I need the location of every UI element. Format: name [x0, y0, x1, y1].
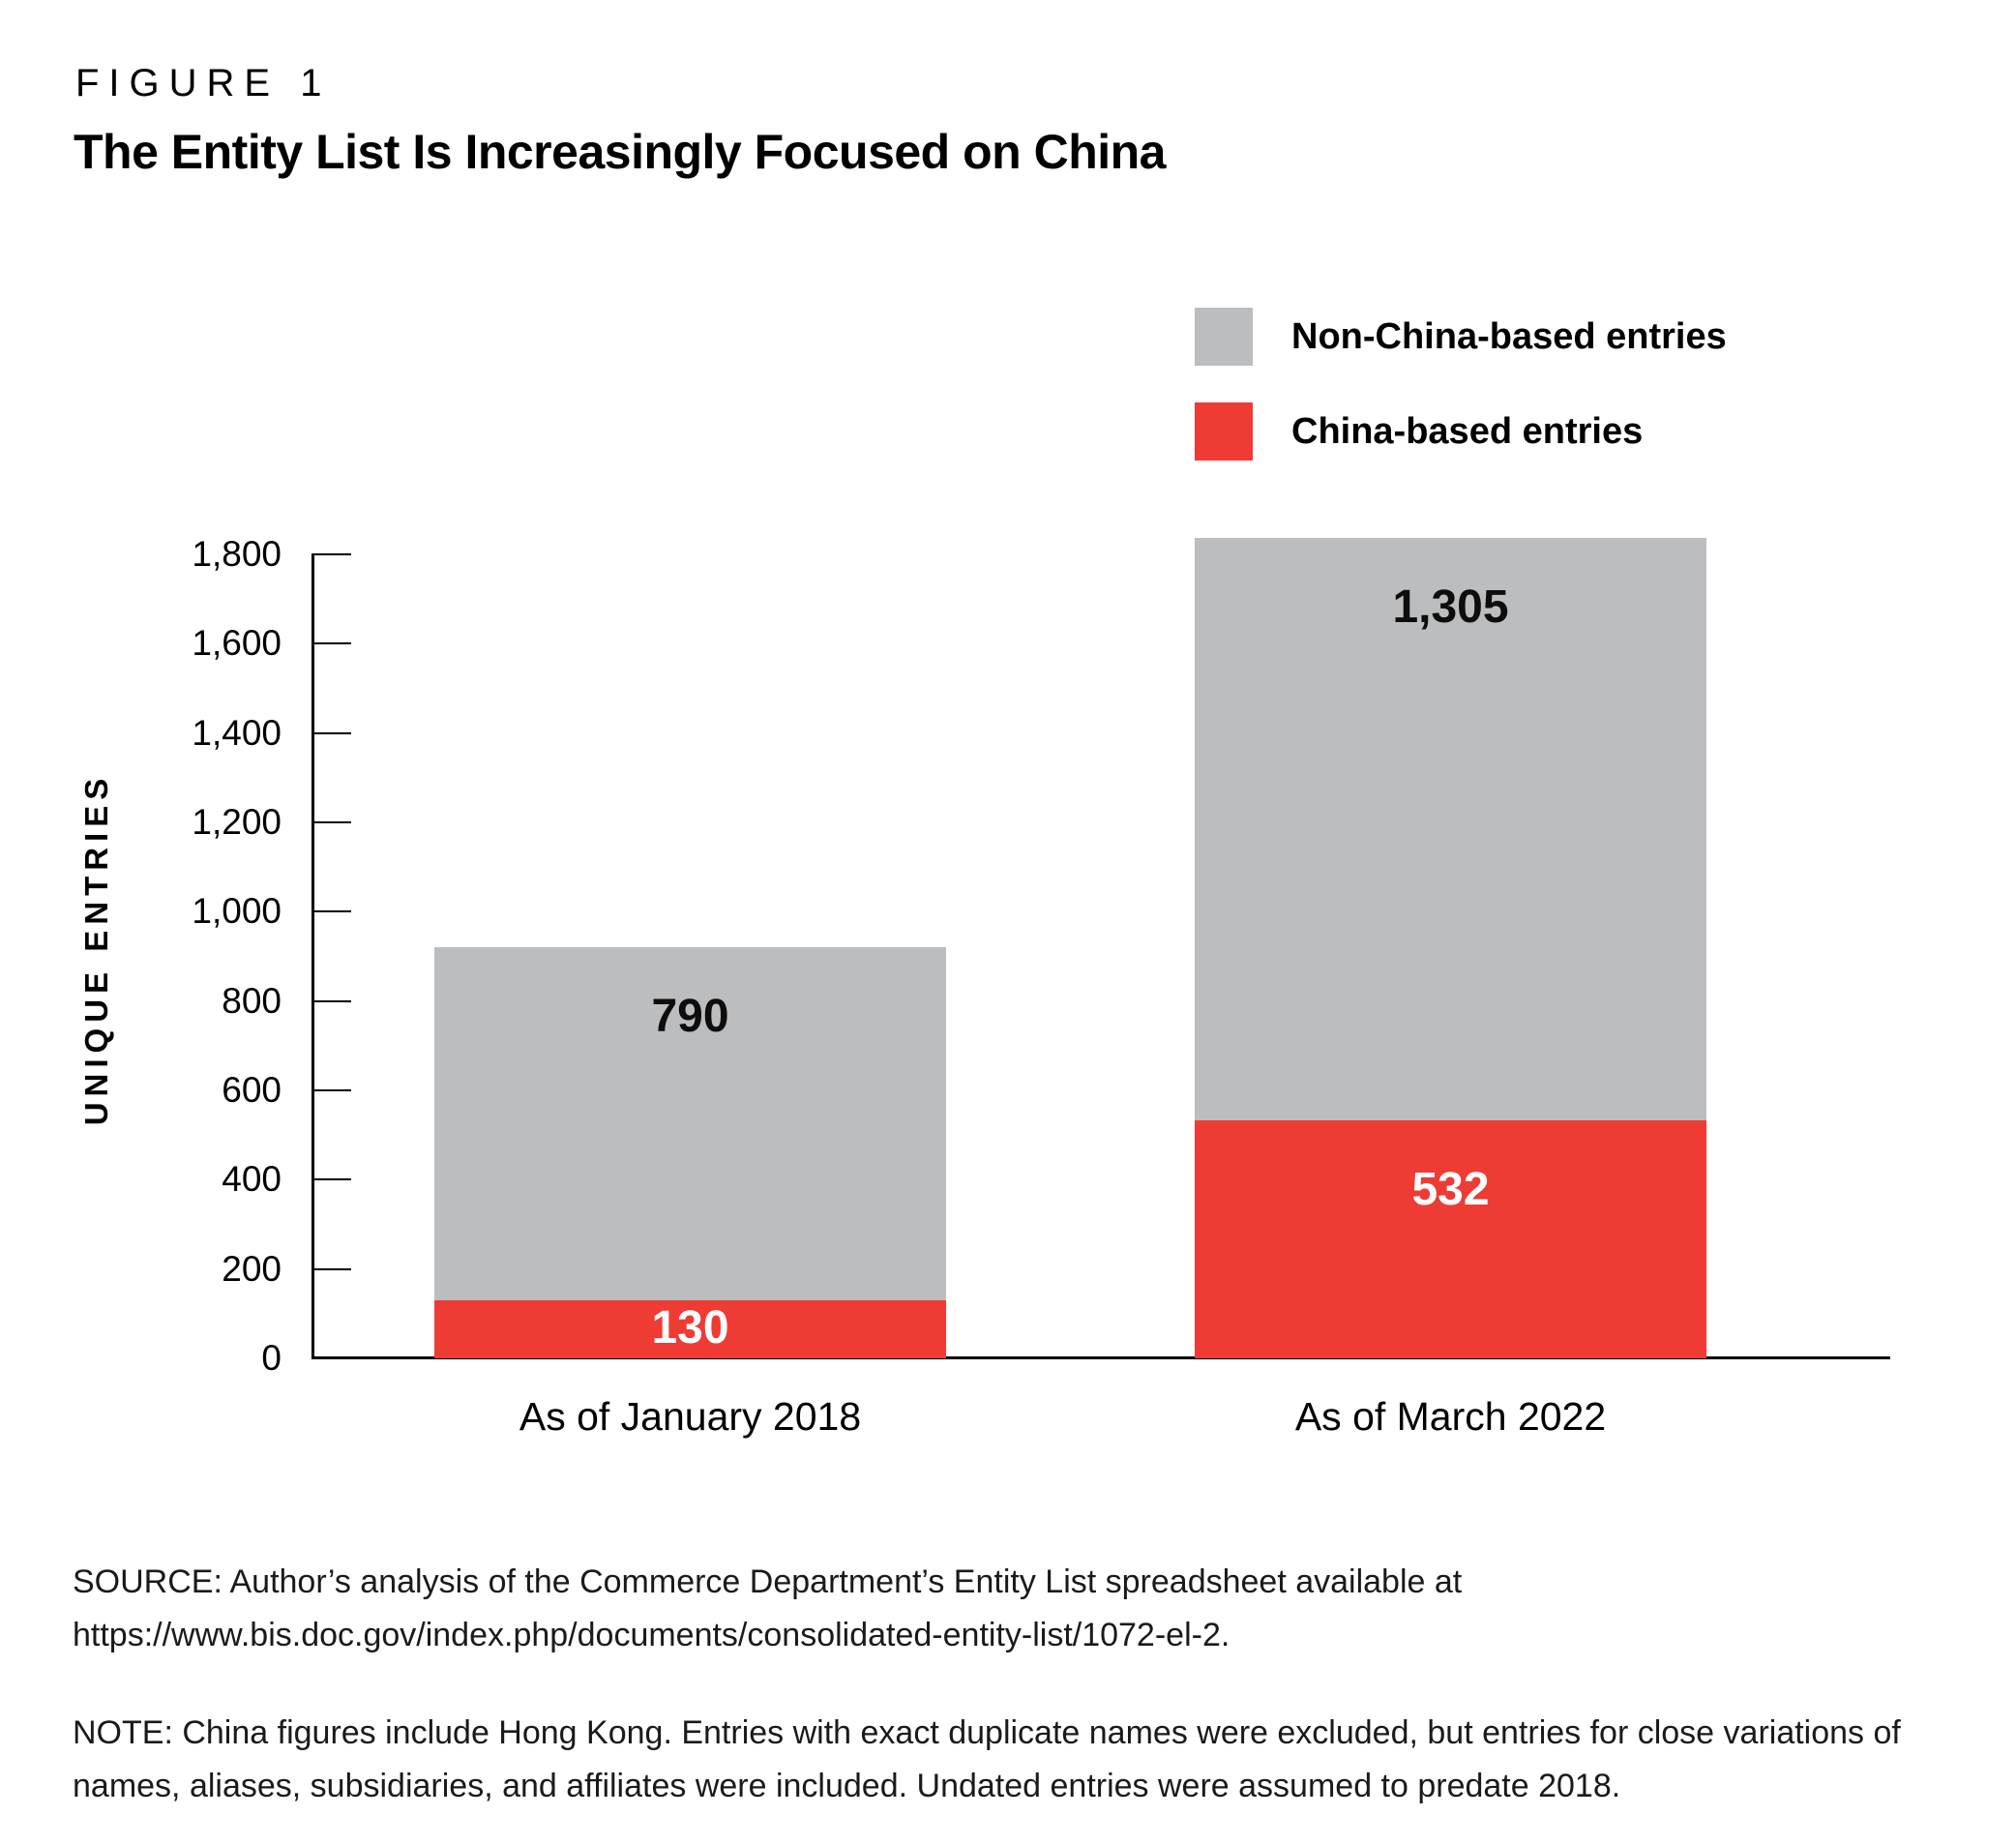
legend-label: China-based entries	[1291, 410, 1644, 452]
bar-jan-2018: 130 790	[434, 947, 946, 1358]
bar-segment: 532	[1195, 1120, 1706, 1358]
y-tick-mark	[311, 1267, 351, 1270]
y-tick-label: 1,800	[192, 534, 282, 574]
y-tick-mark	[311, 731, 351, 734]
bar-segment: 1,305	[1195, 538, 1706, 1120]
y-tick-mark	[311, 999, 351, 1002]
bar-segment: 790	[434, 947, 946, 1300]
y-tick-mark	[311, 821, 351, 823]
legend-label: Non-China-based entries	[1291, 315, 1727, 357]
x-axis-category-label: As of March 2022	[1294, 1394, 1607, 1439]
y-axis-line	[311, 554, 314, 1358]
bar-mar-2022: 532 1,305	[1195, 538, 1706, 1358]
y-tick-label: 1,600	[192, 623, 282, 664]
legend-swatch	[1195, 402, 1253, 461]
bar-value-label: 1,305	[1392, 581, 1509, 633]
y-tick-mark	[311, 553, 351, 555]
y-tick-mark	[311, 1089, 351, 1091]
chart-legend: Non-China-based entries China-based entri…	[1195, 308, 1727, 461]
x-axis-category-label: As of January 2018	[519, 1394, 862, 1439]
y-tick-mark	[311, 910, 351, 913]
legend-item: China-based entries	[1195, 402, 1727, 461]
legend-item: Non-China-based entries	[1195, 308, 1727, 366]
bar-value-label: 532	[1411, 1164, 1490, 1215]
y-tick-mark	[311, 642, 351, 645]
y-tick-label: 400	[222, 1159, 282, 1200]
x-axis-baseline	[311, 1356, 1890, 1359]
bar-segment: 130	[434, 1300, 946, 1358]
legend-swatch	[1195, 308, 1253, 366]
y-tick-label: 1,000	[192, 891, 282, 932]
y-tick-label: 600	[222, 1070, 282, 1110]
general-note: NOTE: China figures include Hong Kong. E…	[73, 1714, 1901, 1805]
y-tick-label: 0	[261, 1338, 282, 1378]
y-tick-label: 800	[222, 980, 282, 1021]
y-tick-label: 200	[222, 1248, 282, 1289]
bar-value-label: 790	[651, 991, 729, 1042]
y-tick-label: 1,400	[192, 712, 282, 753]
y-tick-label: 1,200	[192, 802, 282, 842]
source-note: SOURCE: Author’s analysis of the Commerc…	[73, 1563, 1463, 1654]
y-tick-mark	[311, 1178, 351, 1181]
chart-title: The Entity List Is Increasingly Focused …	[74, 125, 1166, 179]
bar-value-label: 130	[651, 1302, 729, 1354]
figure-kicker: FIGURE 1	[75, 62, 332, 104]
